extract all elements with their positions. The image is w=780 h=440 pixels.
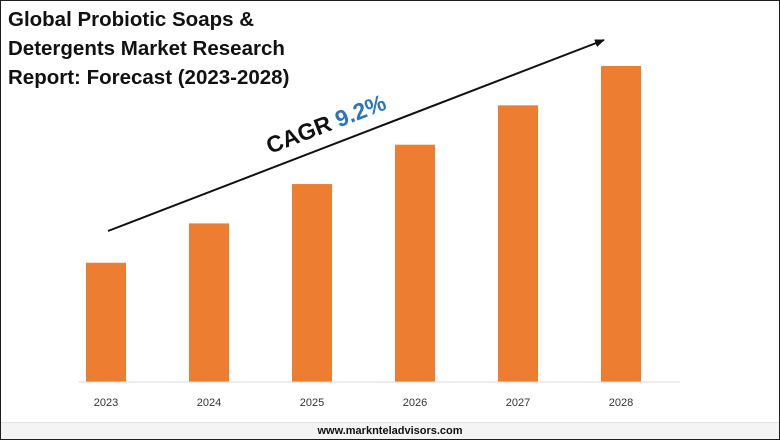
x-tick-labels: 2023 2024 2025 2026 2027 2028 [94,397,633,409]
x-tick-2026: 2026 [403,397,427,409]
bar-2027 [498,105,538,382]
x-tick-2025: 2025 [300,397,324,409]
x-tick-2027: 2027 [506,397,530,409]
bars-layer [86,66,641,382]
bar-2028 [601,66,641,382]
bar-2026 [395,144,435,382]
cagr-label: CAGR [262,110,335,159]
x-tick-2023: 2023 [94,397,118,409]
chart-title: Global Probiotic Soaps & Detergents Mark… [8,5,348,92]
title-line-3: Report: Forecast (2023-2028) [8,66,290,89]
title-line-2: Detergents Market Research [8,37,285,60]
bar-2025 [292,184,332,382]
footer-url: www.marknteladvisors.com [317,425,463,437]
bar-2024 [189,223,229,382]
x-tick-2024: 2024 [197,397,221,409]
footer-source: www.marknteladvisors.com [0,422,780,440]
bar-2023 [86,262,126,382]
growth-trend-arrow [107,39,605,232]
x-tick-2028: 2028 [609,397,633,409]
cagr-annotation: CAGR9.2% [262,89,389,158]
title-line-1: Global Probiotic Soaps & [8,8,255,31]
